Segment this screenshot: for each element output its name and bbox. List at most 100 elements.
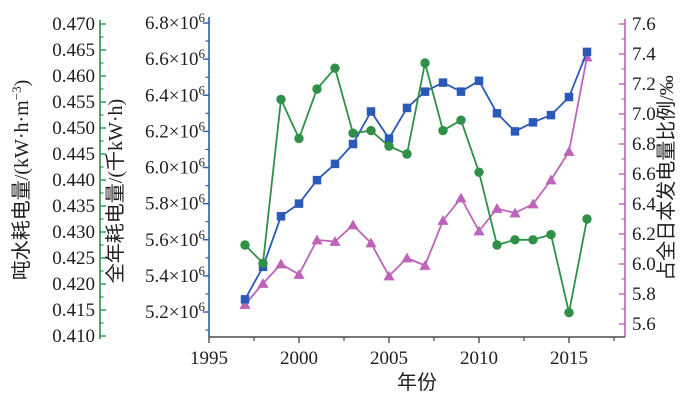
- marker-square: [366, 107, 376, 116]
- marker-square: [582, 47, 592, 57]
- marker-square: [348, 139, 358, 149]
- marker-triangle: [527, 198, 539, 209]
- marker-triangle: [491, 203, 503, 213]
- marker-circle: [312, 84, 322, 94]
- marker-triangle: [383, 270, 395, 281]
- y-tick-label: 0.425: [52, 248, 95, 269]
- marker-square: [456, 87, 466, 96]
- marker-square: [402, 103, 412, 113]
- marker-square: [276, 212, 286, 221]
- y-tick-label: 6.6: [632, 164, 656, 185]
- y-tick-label: 6.0×106: [145, 155, 205, 179]
- marker-triangle: [437, 215, 449, 225]
- y-tick-label: 6.2: [632, 224, 656, 245]
- y-tick-label: 5.6: [632, 314, 656, 335]
- marker-square: [474, 76, 484, 86]
- marker-triangle: [293, 269, 305, 279]
- series-line-share-of-japan-generation: [244, 56, 588, 306]
- y-tick-label: 6.0: [632, 254, 656, 275]
- series-share-of-japan-generation: [239, 51, 593, 309]
- marker-triangle: [563, 146, 575, 156]
- y-axis-left-inner: 5.2×106 5.4×106 5.6×106 5.8×106 6.0×106 6.2×1…: [145, 10, 210, 337]
- y-tick-label: 0.445: [52, 144, 95, 165]
- x-axis: 1995 2000 2005 2010 2015 年份: [190, 336, 625, 394]
- marker-triangle: [545, 174, 557, 185]
- marker-triangle: [275, 258, 287, 269]
- marker-circle: [348, 128, 358, 138]
- y-tick-label: 6.4×106: [145, 82, 205, 106]
- y-tick-label: 0.420: [52, 274, 95, 295]
- y-tick-label: 0.415: [52, 300, 95, 321]
- series-annual-power-consumption: [240, 47, 592, 304]
- x-tick-label: 2010: [460, 348, 498, 369]
- y-tick-label: 0.450: [52, 118, 95, 139]
- marker-square: [294, 199, 304, 208]
- marker-circle: [438, 125, 448, 136]
- y-tick-label: 0.465: [52, 40, 95, 61]
- y-tick-label: 0.460: [52, 66, 95, 87]
- marker-circle: [510, 235, 520, 245]
- marker-circle: [456, 115, 466, 125]
- marker-triangle: [419, 260, 431, 270]
- marker-circle: [276, 94, 286, 105]
- y-tick-label: 7.2: [632, 74, 656, 95]
- marker-square: [492, 109, 502, 118]
- x-tick-label: 1995: [190, 348, 228, 369]
- marker-circle: [474, 167, 484, 177]
- x-axis-title: 年份: [397, 371, 437, 394]
- marker-triangle: [473, 225, 485, 236]
- y-tick-label: 0.430: [52, 222, 95, 243]
- x-tick-label: 2005: [370, 348, 408, 369]
- marker-triangle: [509, 207, 521, 218]
- y-tick-label: 5.8×106: [145, 191, 205, 215]
- marker-circle: [258, 258, 268, 268]
- y-axis-right: 5.6 5.8 6.0 6.2 6.4 6.6 6.8 7.0 7.2 7.4 7.6: [619, 14, 656, 337]
- y-axis-title-left-inner: 全年耗电量/(千kW·h): [104, 99, 127, 283]
- y-tick-label: 0.455: [52, 92, 95, 113]
- y-tick-label: 0.440: [52, 170, 95, 191]
- marker-circle: [420, 58, 430, 68]
- marker-triangle: [329, 236, 341, 246]
- marker-circle: [582, 214, 592, 224]
- marker-triangle: [311, 234, 323, 245]
- marker-square: [510, 127, 520, 136]
- y-tick-label: 6.4: [632, 194, 656, 215]
- marker-circle: [564, 307, 574, 318]
- y-tick-label: 0.410: [52, 326, 95, 347]
- x-tick-label: 2015: [550, 348, 588, 369]
- marker-square: [384, 134, 394, 143]
- marker-triangle: [455, 192, 467, 203]
- marker-square: [528, 118, 538, 127]
- marker-triangle: [347, 219, 359, 230]
- y-tick-label: 6.6×106: [145, 46, 205, 70]
- y-tick-label: 5.4×106: [145, 263, 205, 287]
- marker-square: [546, 110, 556, 120]
- marker-circle: [492, 240, 502, 250]
- marker-square: [564, 92, 574, 102]
- y-tick-label: 7.6: [632, 14, 656, 35]
- marker-triangle: [257, 278, 269, 288]
- y-tick-label: 5.2×106: [145, 299, 205, 323]
- marker-circle: [294, 133, 304, 144]
- marker-square: [438, 78, 448, 87]
- y-tick-label: 7.0: [632, 104, 656, 125]
- marker-circle: [330, 63, 340, 73]
- marker-circle: [528, 235, 538, 245]
- y-tick-label: 5.8: [632, 284, 656, 305]
- marker-square: [420, 87, 430, 96]
- marker-square: [240, 295, 250, 304]
- y-axis-left-outer: 0.410 0.415 0.420 0.425 0.430 0.435 0.440 0.445…: [52, 14, 106, 347]
- y-axis-title-left-outer: 吨水耗电量/(kW·h·m−3): [9, 80, 33, 281]
- marker-square: [330, 159, 340, 169]
- marker-circle: [366, 125, 376, 136]
- y-tick-label: 5.6×106: [145, 227, 205, 251]
- marker-triangle: [239, 299, 251, 309]
- marker-circle: [240, 240, 250, 250]
- marker-circle: [546, 229, 556, 240]
- marker-circle: [384, 141, 394, 151]
- series-power-per-ton-water: [240, 58, 592, 318]
- y-tick-label: 7.4: [632, 44, 656, 65]
- marker-triangle: [365, 237, 377, 248]
